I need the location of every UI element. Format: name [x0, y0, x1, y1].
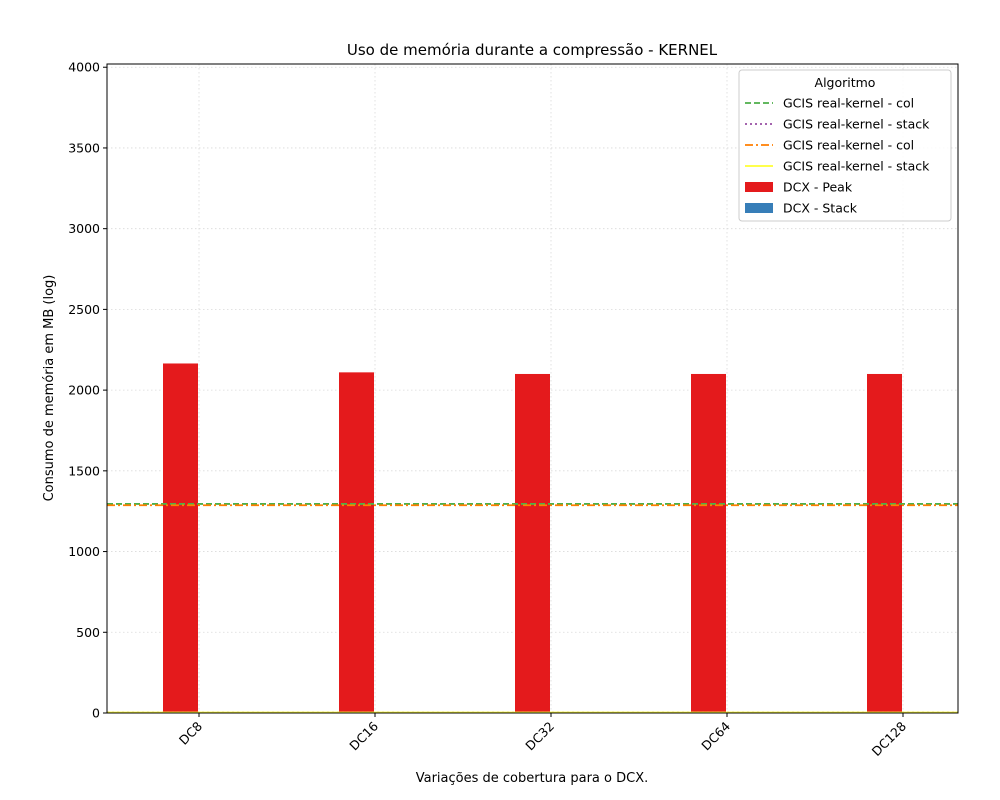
x-axis: DC8 DC16 DC32 DC64 DC128 [176, 713, 909, 759]
x-tick-label: DC8 [176, 718, 205, 747]
legend-label-4: DCX - Peak [783, 180, 853, 195]
y-tick-label: 0 [92, 706, 100, 721]
legend-title: Algoritmo [815, 75, 876, 90]
y-axis-label: Consumo de memória em MB (log) [42, 275, 57, 502]
x-tick-label: DC32 [522, 719, 557, 754]
y-tick-label: 3500 [68, 140, 100, 155]
bar-0-0 [163, 363, 198, 713]
y-axis: 0 500 1000 1500 2000 2500 3000 3500 4000 [68, 60, 107, 721]
bars [163, 363, 902, 713]
bar-0-1 [339, 372, 374, 713]
chart-title: Uso de memória durante a compressão - KE… [347, 41, 718, 59]
y-tick-label: 2500 [68, 302, 100, 317]
legend-label-2: GCIS real-kernel - col [783, 138, 914, 153]
y-tick-label: 500 [76, 625, 100, 640]
y-tick-label: 1000 [68, 544, 100, 559]
legend-swatch-5 [745, 203, 773, 213]
x-axis-label: Variações de cobertura para o DCX. [416, 771, 649, 786]
bar-0-4 [867, 374, 902, 713]
legend-label-3: GCIS real-kernel - stack [783, 159, 930, 174]
legend-swatch-4 [745, 182, 773, 192]
y-tick-label: 3000 [68, 221, 100, 236]
x-tick-label: DC64 [698, 718, 733, 753]
legend-label-5: DCX - Stack [783, 201, 858, 216]
legend-label-1: GCIS real-kernel - stack [783, 117, 930, 132]
y-tick-label: 2000 [68, 383, 100, 398]
bar-0-3 [691, 374, 726, 713]
legend: Algoritmo GCIS real-kernel - col GCIS real… [739, 70, 951, 221]
y-tick-label: 1500 [68, 463, 100, 478]
legend-label-0: GCIS real-kernel - col [783, 96, 914, 111]
x-tick-label: DC16 [346, 718, 381, 753]
x-tick-label: DC128 [869, 718, 909, 758]
bar-0-2 [515, 374, 550, 713]
y-tick-label: 4000 [68, 60, 100, 75]
